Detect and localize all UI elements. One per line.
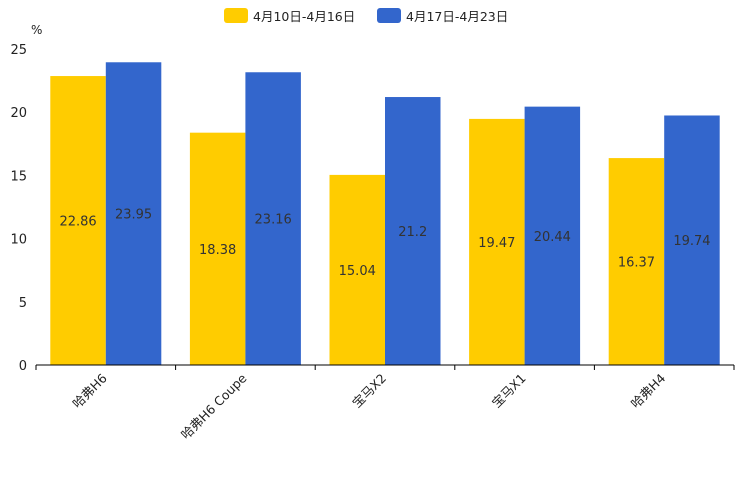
bar-series-1-cat-3	[329, 174, 385, 365]
data-label-series-2-cat-1: 23.95	[115, 208, 152, 223]
x-tick-label: 宝马X1	[489, 371, 529, 411]
data-label-series-1-cat-3: 15.04	[339, 264, 376, 279]
data-label-series-2-cat-5: 19.74	[673, 234, 710, 249]
bars	[50, 62, 720, 366]
x-tick-label: 哈弗H6	[69, 370, 110, 411]
data-label-series-2-cat-4: 20.44	[534, 230, 571, 245]
y-tick-label: 20	[10, 106, 27, 121]
x-axis: 哈弗H6 哈弗H6 Coupe 宝马X2 宝马X1 哈弗H4	[35, 364, 735, 442]
bar-series-2-cat-1	[105, 62, 162, 365]
y-tick-label: 25	[10, 43, 27, 58]
x-tick-label: 哈弗H6 Coupe	[178, 370, 250, 442]
bar-series-1-cat-5	[608, 158, 665, 365]
y-axis-unit-label: %	[31, 23, 42, 37]
y-tick-label: 10	[10, 233, 27, 248]
bar-series-1-cat-4	[469, 118, 525, 365]
y-axis-ticks: 0 5 10 15 20 25	[10, 43, 27, 374]
x-tick-label: 哈弗H4	[628, 370, 669, 411]
legend-label-series-1: 4月10日-4月16日	[253, 9, 355, 24]
data-label-series-1-cat-1: 22.86	[59, 215, 96, 230]
bar-series-2-cat-5	[664, 115, 720, 366]
bar-series-2-cat-2	[245, 72, 301, 365]
legend-swatch-series-2	[377, 8, 401, 23]
data-labels: 22.86 23.95 18.38 23.16 15.04 21.2 19.47 20.44 1…	[59, 208, 710, 279]
data-label-series-1-cat-5: 16.37	[618, 256, 655, 271]
data-label-series-1-cat-4: 19.47	[478, 236, 515, 251]
y-tick-label: 0	[19, 359, 27, 374]
data-label-series-1-cat-2: 18.38	[199, 243, 236, 258]
y-tick-label: 15	[10, 169, 27, 184]
legend-swatch-series-1	[224, 8, 248, 23]
bar-series-1-cat-2	[189, 132, 246, 365]
legend-label-series-2: 4月17日-4月23日	[406, 9, 508, 24]
data-label-series-2-cat-3: 21.2	[398, 225, 427, 240]
bar-series-2-cat-4	[524, 106, 581, 365]
x-tick-label: 宝马X2	[349, 371, 389, 411]
y-tick-label: 5	[19, 296, 27, 311]
bar-series-1-cat-1	[50, 76, 106, 366]
bar-series-2-cat-3	[385, 97, 441, 366]
legend: 4月10日-4月16日 4月17日-4月23日	[224, 8, 508, 24]
data-label-series-2-cat-2: 23.16	[255, 213, 292, 228]
